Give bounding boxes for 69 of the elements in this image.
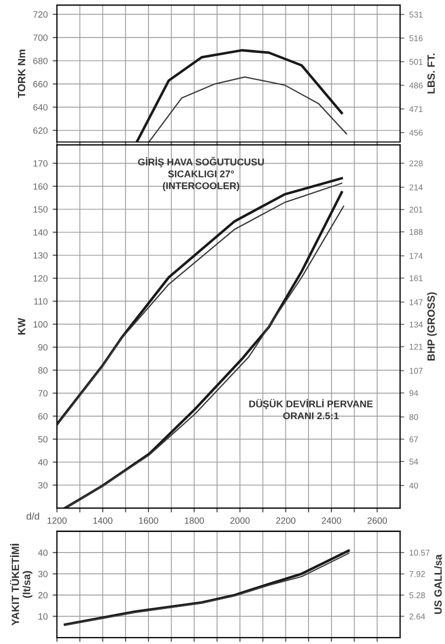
y2-tick-label: 107 [410,368,423,374]
y-tick-label: 140 [34,229,48,236]
y-tick-label: 80 [38,367,48,374]
y-tick-label: 720 [33,11,48,18]
y-tick-label: 110 [34,298,48,305]
y2-tick-label: 40 [409,482,418,489]
y2-tick-label: 228 [410,160,423,166]
y-tick-label: 100 [34,321,48,328]
y-tick-label: 700 [33,34,48,41]
y2-tick-label: 471 [409,106,423,112]
x-axis-title: d/d [26,512,40,520]
y2-tick-label: 2.64 [410,614,426,620]
y-tick-label: 640 [33,104,48,111]
y2-tick-label: 188 [410,229,423,235]
y-tick-label: 30 [38,570,48,578]
y2-axis-title: BHP (GROSS) [427,292,437,360]
y2-tick-label: 5.28 [409,592,425,598]
line-series [148,76,348,142]
y-tick-label: 620 [33,127,48,134]
line-series [136,49,343,142]
y-tick-label: 70 [38,390,48,397]
x-tick-label: 1200 [48,517,67,524]
y2-tick-label: 10.57 [410,550,430,556]
x-tick-label: 2400 [322,517,342,524]
y-tick-label: 130 [34,252,48,259]
y2-axis-title: LBS. FT. [427,54,435,94]
y-tick-label: 10 [38,613,48,620]
y-tick-label: 20 [38,592,48,598]
y-tick-label: 160 [34,183,48,190]
y-tick-label: 50 [38,436,48,443]
x-tick-label: 1600 [139,517,158,524]
y2-tick-label: 67 [410,436,418,442]
y2-tick-label: 486 [409,82,423,88]
y2-tick-label: 501 [409,58,423,65]
y2-tick-label: 7.92 [410,571,425,577]
y2-tick-label: 456 [409,130,423,136]
y2-tick-label: 54 [409,458,418,465]
y2-tick-label: 214 [410,184,423,190]
y-axis-title: YAKIT TÜKETİMİ (lt/sa) [10,544,32,626]
x-tick-label: 2600 [368,517,387,524]
x-tick-label: 1400 [93,517,112,524]
y-axis-title: KW [18,318,26,334]
y-tick-label: 170 [34,160,48,167]
annotation: GİRİŞ HAVA SOĞUTUCUSU SICAKLIGI 27° (INTERCOOLER) [138,156,264,192]
x-tick-label: 1800 [184,517,204,524]
y2-tick-label: 147 [410,299,423,306]
y-tick-label: 150 [34,206,48,213]
y2-tick-label: 161 [410,275,423,282]
y2-tick-label: 201 [410,206,423,213]
y2-tick-label: 80 [409,414,418,420]
annotation: DÜŞÜK DEVİRLİ PERVANE ORANI 2.5:1 [249,398,373,420]
x-tick-label: 2000 [230,517,250,524]
y-tick-label: 120 [34,275,48,282]
y2-tick-label: 531 [409,12,423,18]
y-tick-label: 40 [38,459,48,466]
y2-axis-title: US GALL/sa [434,554,442,614]
y-tick-label: 660 [33,80,48,88]
y2-tick-label: 121 [410,344,423,350]
y-tick-label: 60 [38,413,48,420]
y-tick-label: 40 [38,550,48,556]
y-axis-title: TORK Nm [18,50,26,98]
y-tick-label: 90 [38,344,48,351]
y-tick-label: 680 [33,58,48,64]
y2-tick-label: 174 [410,253,423,259]
y2-tick-label: 516 [409,35,423,42]
y-tick-label: 30 [38,482,48,488]
y2-tick-label: 94 [409,390,418,396]
y2-tick-label: 134 [410,322,423,328]
x-tick-label: 2200 [276,517,296,524]
